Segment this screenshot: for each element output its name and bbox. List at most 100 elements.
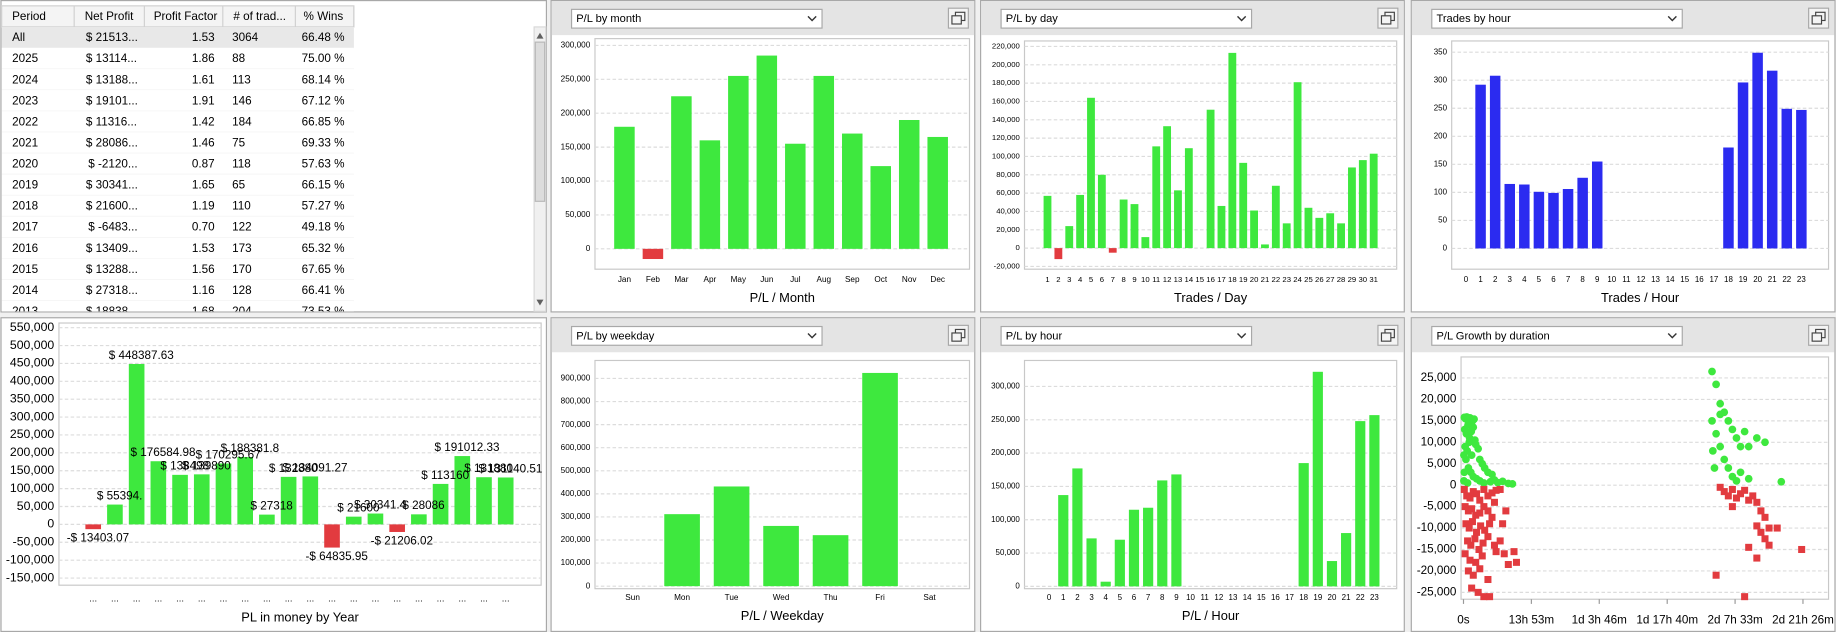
point: [1499, 520, 1507, 528]
y-tick-label: 0: [586, 581, 591, 590]
x-tick-label: 7: [1146, 593, 1151, 602]
bar: [237, 457, 253, 525]
table-cell: 66.15 %: [302, 179, 345, 192]
x-tick-label: ...: [263, 594, 271, 604]
chart-selector[interactable]: [1431, 8, 1683, 29]
point: [1476, 509, 1484, 517]
point: [1745, 543, 1753, 551]
bar: [813, 75, 835, 249]
table-row[interactable]: [1, 90, 354, 112]
y-tick-label: 50,000: [996, 548, 1021, 557]
x-tick-label: Jan: [618, 275, 632, 284]
point: [1798, 545, 1806, 554]
table-row[interactable]: [1, 153, 354, 175]
bar: [1577, 177, 1588, 249]
table-cell: 184: [232, 115, 252, 128]
point: [1480, 503, 1488, 511]
point: [1473, 490, 1481, 498]
point: [1741, 593, 1749, 601]
bar: [259, 514, 275, 525]
table-cell: 2023: [12, 94, 38, 107]
y-tick-label: 0: [47, 517, 54, 531]
column-header[interactable]: # of trad...: [233, 10, 286, 23]
table-row[interactable]: [1, 26, 354, 48]
bar: [1796, 109, 1807, 249]
y-tick-label: 0: [1443, 244, 1448, 253]
table-row[interactable]: [1, 216, 354, 238]
table-cell: All: [12, 31, 25, 44]
data-label: $ 55394.: [97, 489, 143, 502]
chart-selector[interactable]: [1000, 8, 1253, 29]
table-cell: 2014: [12, 284, 39, 297]
x-tick-label: 24: [1293, 275, 1302, 284]
data-label: -$ 64835.95: [306, 550, 369, 563]
y-tick-label: 60,000: [996, 188, 1020, 197]
bar: [1548, 192, 1559, 249]
y-tick-label: 250,000: [10, 427, 55, 441]
y-tick-label: 0: [1450, 478, 1457, 491]
point: [1736, 442, 1745, 451]
maximize-icon: [1811, 15, 1823, 25]
point: [1467, 541, 1475, 549]
column-header[interactable]: % Wins: [304, 10, 344, 23]
dropdown-arrow: [1667, 15, 1677, 22]
point: [1471, 535, 1479, 543]
table-row[interactable]: [1, 132, 354, 154]
bar: [193, 474, 210, 525]
table-cell: 2022: [12, 115, 38, 128]
table-row[interactable]: [1, 258, 354, 280]
x-tick-label: 0s: [1457, 613, 1470, 626]
point: [1488, 513, 1496, 521]
table-row[interactable]: [1, 47, 354, 70]
chart-selector[interactable]: [1000, 325, 1253, 346]
table-row[interactable]: [1, 300, 354, 322]
point: [1477, 522, 1485, 530]
x-tick-label: Fri: [875, 593, 885, 602]
table-row[interactable]: [1, 69, 354, 91]
table-row[interactable]: [1, 174, 354, 196]
chart-selector-label: P/L by month: [576, 13, 641, 25]
table-cell: 1.53: [192, 31, 215, 44]
column-header[interactable]: Period: [12, 10, 46, 23]
x-axis-title: Trades / Day: [1174, 290, 1248, 305]
table-row[interactable]: [1, 237, 354, 259]
scroll-down[interactable]: [536, 299, 544, 306]
y-tick-label: 160,000: [992, 97, 1020, 106]
chart-selector[interactable]: [570, 325, 823, 346]
point: [1732, 434, 1741, 442]
table-row[interactable]: [1, 279, 354, 301]
bar: [1562, 188, 1574, 249]
x-tick-label: 23: [1282, 275, 1291, 284]
data-label: $ 132880: [269, 462, 318, 475]
scroll-up[interactable]: [536, 32, 544, 39]
x-tick-label: 14: [1185, 275, 1194, 284]
table-cell: 118: [232, 158, 251, 171]
x-tick-label: 19: [1739, 275, 1748, 284]
table-cell: 66.41 %: [302, 284, 345, 297]
table-cell: $ 11316...: [86, 115, 137, 128]
point: [1741, 486, 1749, 494]
table-row[interactable]: [1, 111, 354, 133]
dropdown-arrow: [807, 15, 817, 22]
column-header[interactable]: Profit Factor: [154, 10, 218, 23]
bar: [642, 248, 664, 260]
column-header[interactable]: Net Profit: [85, 10, 134, 23]
table-row[interactable]: [1, 195, 354, 217]
y-tick-label: 300: [1434, 75, 1448, 84]
table-cell: 110: [232, 200, 251, 213]
bar: [1348, 167, 1356, 249]
bar: [1072, 468, 1083, 587]
point: [1753, 498, 1761, 506]
table-cell: 2015: [12, 263, 39, 276]
point: [1744, 442, 1753, 451]
point: [1753, 522, 1761, 530]
scrollbar-thumb[interactable]: [534, 41, 546, 202]
chart: P/L by hour 0 50,000 100,000 150,000 200,000 2…: [981, 318, 1404, 623]
y-tick-label: 5,000: [1427, 457, 1457, 470]
chart-selector[interactable]: [570, 8, 823, 29]
x-tick-label: 6: [1132, 593, 1137, 602]
point: [1467, 451, 1476, 460]
chart-selector[interactable]: [1431, 325, 1683, 346]
data-label: $ 131140.51: [478, 462, 542, 475]
x-tick-label: 22: [1356, 593, 1365, 602]
